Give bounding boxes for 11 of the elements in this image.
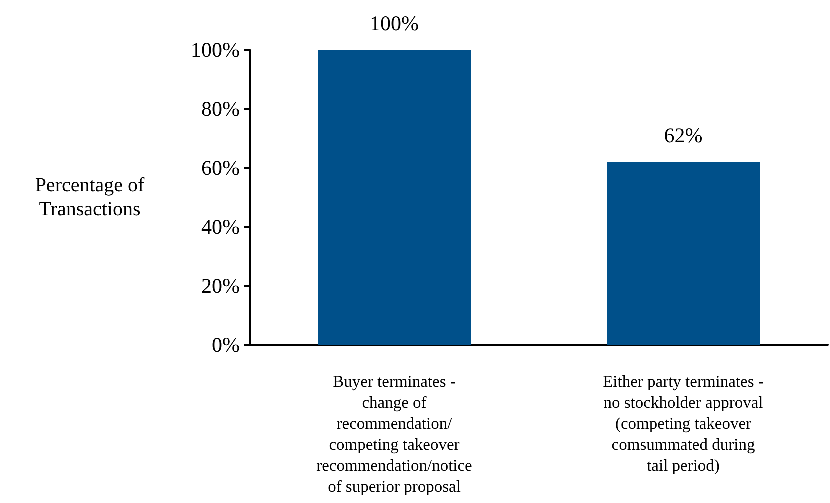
data-label: 100%: [370, 12, 419, 36]
x-tick-label: Either party terminates - no stockholder approval (competing takeover comsummated during tail period): [603, 372, 764, 475]
y-tick-label: 0%: [212, 333, 240, 357]
y-tick-label: 100%: [191, 38, 240, 62]
y-axis-title: Percentage of Transactions: [35, 174, 146, 220]
x-tick-label: Buyer terminates - change of recommendation/ competing takeover recommendation/notice of superior proposal: [316, 372, 472, 496]
data-label: 62%: [664, 124, 703, 148]
y-tick-label: 40%: [202, 215, 240, 239]
y-tick-label: 20%: [202, 274, 240, 298]
y-tick-label: 80%: [202, 97, 240, 121]
y-tick-label: 60%: [202, 156, 240, 180]
